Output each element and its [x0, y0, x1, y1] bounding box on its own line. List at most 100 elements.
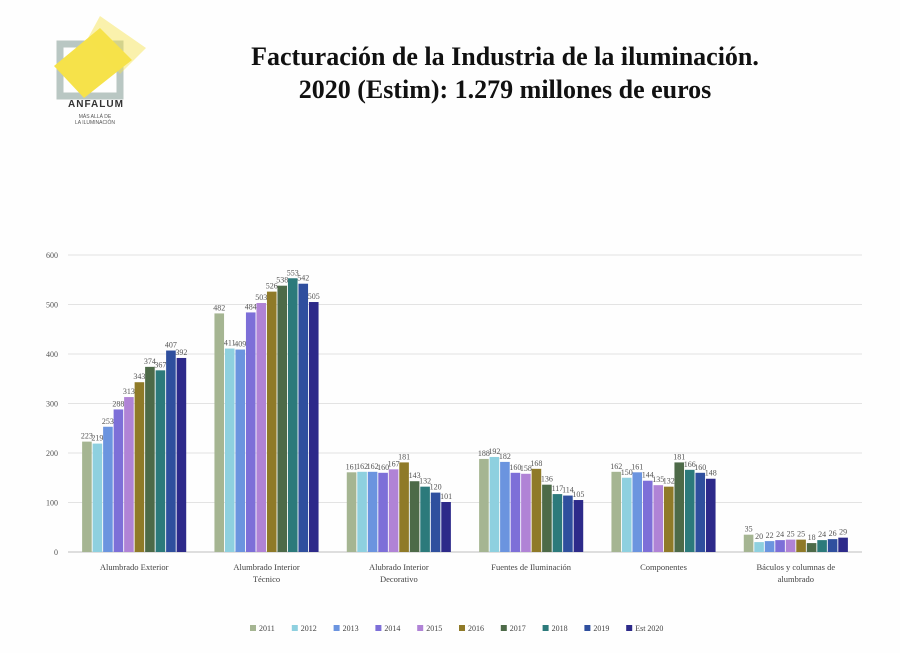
category-label: Fuentes de Iluminación: [491, 562, 572, 572]
data-label: 18: [808, 533, 816, 542]
data-label: 162: [610, 462, 622, 471]
bar: [621, 477, 632, 552]
data-label: 219: [91, 434, 103, 443]
logo-yellow-pattern: [88, 16, 146, 74]
data-label: 367: [154, 360, 166, 369]
logo-tagline: MÁS ALLÁ DE LA ILUMINACIÓN: [60, 114, 130, 126]
logo-name: ANFALUM: [68, 99, 124, 110]
data-label: 132: [419, 477, 431, 486]
bar: [754, 542, 764, 552]
logo-tagline-line1: MÁS ALLÁ DE: [78, 114, 112, 120]
category-label: Técnico: [253, 574, 280, 584]
data-label: 407: [165, 341, 177, 350]
data-label: 162: [367, 462, 379, 471]
bar: [663, 486, 674, 552]
data-label: 161: [631, 462, 643, 471]
bar: [155, 370, 166, 552]
bar: [764, 541, 775, 552]
bar: [388, 469, 399, 552]
legend-label: 2014: [384, 624, 400, 633]
logo-yellow-shape: [54, 28, 132, 98]
bar: [489, 456, 500, 552]
data-label: 374: [144, 357, 156, 366]
bar: [817, 540, 827, 552]
bar: [441, 502, 451, 552]
legend-swatch: [417, 625, 424, 631]
data-label: 223: [81, 432, 93, 441]
category-label: Alumbrado Exterior: [100, 562, 169, 572]
bar: [224, 348, 235, 552]
data-label: 182: [499, 452, 511, 461]
y-tick-label: 300: [46, 400, 58, 409]
legend-label: 2013: [343, 624, 359, 633]
data-label: 22: [766, 531, 774, 540]
bar: [521, 473, 531, 552]
bar: [145, 366, 155, 552]
bar: [134, 382, 145, 552]
data-label: 167: [388, 459, 400, 468]
data-label: 162: [356, 462, 368, 471]
category-label: Decorativo: [380, 574, 418, 584]
data-label: 25: [787, 530, 795, 539]
y-tick-label: 500: [46, 301, 58, 310]
bar: [287, 278, 298, 552]
category-label: Báculos y columnas de: [757, 562, 836, 572]
bar: [705, 478, 716, 552]
data-label: 313: [123, 387, 135, 396]
legend-label: 2019: [593, 624, 609, 633]
bar: [346, 472, 357, 552]
data-label: 117: [552, 484, 564, 493]
data-label: 24: [818, 530, 826, 539]
bar: [563, 495, 573, 552]
data-label: 144: [642, 471, 654, 480]
bar: [695, 472, 706, 552]
bar: [420, 486, 430, 552]
logo-tagline-line2: LA ILUMINACIÓN: [74, 120, 115, 126]
data-label: 392: [175, 348, 187, 357]
bar: [479, 458, 489, 552]
anfalum-logo: [50, 8, 160, 138]
bar: [785, 539, 796, 552]
bar: [653, 485, 664, 552]
data-label: 150: [621, 468, 633, 477]
legend-label: 2015: [426, 624, 442, 633]
data-label: 158: [520, 464, 532, 473]
data-label: 132: [663, 477, 675, 486]
bar: [542, 484, 552, 552]
bar: [552, 494, 563, 552]
bar: [674, 462, 685, 552]
bar: [743, 534, 754, 552]
bar: [838, 537, 848, 552]
data-label: 105: [572, 490, 584, 499]
data-label: 542: [297, 274, 309, 283]
bar: [378, 472, 388, 552]
page-title: Facturación de la Industria de la ilumin…: [180, 40, 830, 106]
data-label: 482: [213, 303, 225, 312]
data-label: 148: [705, 469, 717, 478]
y-tick-label: 0: [54, 548, 58, 557]
data-label: 188: [478, 449, 490, 458]
bar: [573, 500, 584, 552]
bar: [399, 462, 409, 552]
y-tick-label: 600: [46, 251, 58, 260]
data-label: 343: [133, 372, 145, 381]
data-label: 288: [112, 399, 124, 408]
bar: [357, 471, 367, 552]
data-label: 26: [829, 529, 837, 538]
bar: [684, 469, 695, 552]
legend-swatch: [375, 625, 382, 631]
bar: [166, 350, 176, 552]
legend-label: 2011: [259, 624, 275, 633]
bar: [113, 409, 124, 552]
data-label: 160: [377, 463, 389, 472]
data-label: 553: [287, 268, 299, 277]
data-label: 253: [102, 417, 114, 426]
data-label: 135: [652, 475, 664, 484]
title-line-1: Facturación de la Industria de la ilumin…: [251, 42, 759, 71]
legend-label: 2017: [510, 624, 526, 633]
bar: [103, 426, 113, 552]
data-label: 25: [797, 530, 805, 539]
data-label: 411: [224, 339, 236, 348]
legend-swatch: [542, 625, 549, 631]
legend-swatch: [333, 625, 340, 631]
